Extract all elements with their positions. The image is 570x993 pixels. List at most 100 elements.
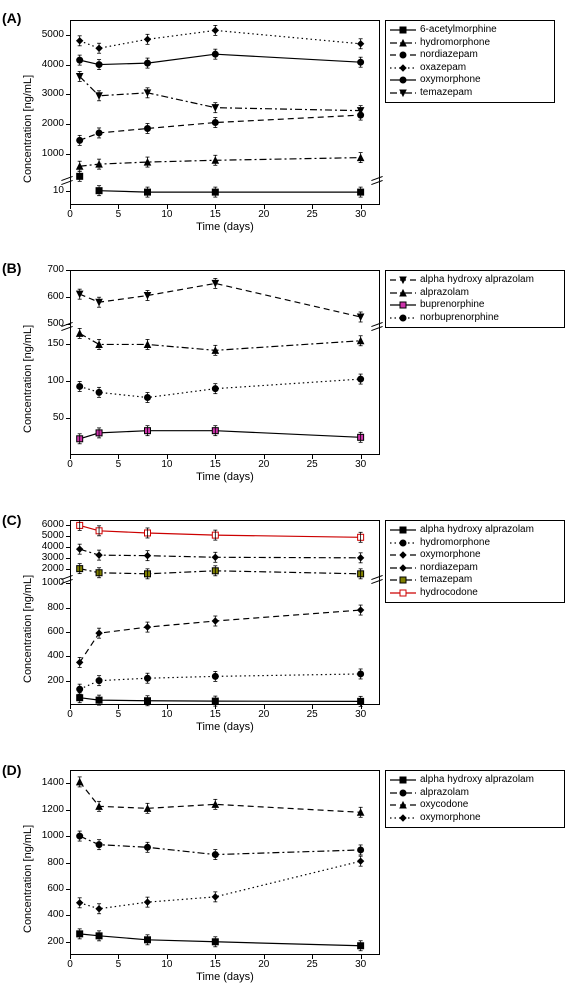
legend-label: oxymorphone — [420, 549, 481, 562]
data-point — [96, 60, 102, 70]
x-tick-label: 20 — [252, 459, 276, 470]
legend-swatch — [390, 800, 416, 810]
data-point — [145, 696, 151, 706]
data-point — [96, 186, 102, 196]
legend-swatch — [390, 275, 416, 285]
series-line — [80, 431, 361, 439]
data-point — [96, 526, 102, 536]
y-tick-label: 6000 — [26, 519, 64, 530]
x-tick-label: 30 — [349, 209, 373, 220]
plot-svg-A — [70, 20, 380, 205]
legend-A: 6-acetylmorphine hydromorphone nordiazep… — [385, 20, 555, 103]
legend-item: 6-acetylmorphine — [390, 24, 548, 37]
legend-item: temazepam — [390, 574, 558, 587]
data-point — [145, 569, 151, 579]
series-line — [80, 549, 361, 558]
legend-item: nordiazepam — [390, 562, 558, 575]
series-line — [80, 76, 361, 110]
legend-swatch — [390, 75, 416, 85]
data-point — [77, 544, 83, 554]
legend-item: alpha hydroxy alprazolam — [390, 774, 558, 787]
data-point — [96, 428, 102, 438]
legend-B: alpha hydroxy alprazolam alprazolam bupr… — [385, 270, 565, 328]
legend-label: 6-acetylmorphine — [420, 24, 497, 37]
data-point — [358, 941, 364, 951]
data-point — [77, 898, 83, 908]
data-point — [145, 842, 151, 852]
series-line — [80, 698, 361, 702]
y-tick-label: 700 — [26, 264, 64, 275]
data-point — [358, 336, 364, 346]
x-tick-label: 0 — [58, 209, 82, 220]
legend-swatch — [390, 538, 416, 548]
data-point — [96, 387, 102, 397]
y-axis-title-B: Concentration [ng/mL] — [22, 324, 34, 432]
legend-label: alpha hydroxy alprazolam — [420, 274, 534, 287]
legend-label: alprazolam — [420, 787, 469, 800]
data-point — [212, 426, 218, 436]
data-point — [77, 564, 83, 574]
data-point — [145, 897, 151, 907]
y-tick-label: 600 — [26, 291, 64, 302]
data-point — [212, 616, 218, 626]
legend-label: alprazolam — [420, 287, 469, 300]
plot-svg-B — [70, 270, 380, 455]
data-point — [77, 831, 83, 841]
y-tick-label: 1200 — [26, 804, 64, 815]
x-axis-title-B: Time (days) — [70, 471, 380, 483]
x-tick-label: 30 — [349, 459, 373, 470]
series-line — [80, 782, 361, 812]
series-line — [80, 379, 361, 397]
legend-swatch — [390, 775, 416, 785]
data-point — [77, 328, 83, 338]
y-tick-label: 4000 — [26, 59, 64, 70]
data-point — [358, 153, 364, 163]
legend-item: buprenorphine — [390, 299, 558, 312]
legend-swatch — [390, 813, 416, 823]
data-point — [77, 289, 83, 299]
legend-item: alpha hydroxy alprazolam — [390, 274, 558, 287]
legend-item: hydromorphone — [390, 537, 558, 550]
data-point — [77, 520, 83, 530]
x-tick-label: 30 — [349, 709, 373, 720]
x-tick-label: 5 — [106, 709, 130, 720]
legend-item: hydromorphone — [390, 37, 548, 50]
x-tick-label: 25 — [300, 959, 324, 970]
legend-label: buprenorphine — [420, 299, 485, 312]
legend-swatch — [390, 300, 416, 310]
legend-label: norbuprenorphine — [420, 312, 499, 325]
data-point — [212, 103, 218, 113]
data-point — [145, 426, 151, 436]
series-line — [80, 333, 361, 350]
data-point — [212, 552, 218, 562]
y-tick-label: 4000 — [26, 541, 64, 552]
legend-D: alpha hydroxy alprazolam alprazolam oxyc… — [385, 770, 565, 828]
data-point — [96, 128, 102, 138]
legend-item: alpha hydroxy alprazolam — [390, 524, 558, 537]
data-point — [212, 530, 218, 540]
x-tick-label: 20 — [252, 709, 276, 720]
y-axis-title-A: Concentration [ng/mL] — [22, 74, 34, 182]
legend-swatch — [390, 788, 416, 798]
x-tick-label: 20 — [252, 209, 276, 220]
series-line — [99, 191, 361, 192]
legend-label: temazepam — [420, 87, 472, 100]
legend-swatch — [390, 525, 416, 535]
data-point — [77, 55, 83, 65]
data-point — [77, 434, 83, 444]
data-point — [77, 71, 83, 81]
x-axis-title-D: Time (days) — [70, 971, 380, 983]
x-tick-label: 15 — [203, 209, 227, 220]
y-tick-label: 3000 — [26, 552, 64, 563]
data-point — [145, 123, 151, 133]
series-line — [80, 861, 361, 909]
panel-label-A: (A) — [2, 10, 21, 26]
legend-label: alpha hydroxy alprazolam — [420, 774, 534, 787]
data-point — [96, 695, 102, 705]
legend-swatch — [390, 550, 416, 560]
data-point — [358, 856, 364, 866]
x-tick-label: 0 — [58, 959, 82, 970]
y-axis-title-D: Concentration [ng/mL] — [22, 824, 34, 932]
legend-swatch — [390, 588, 416, 598]
x-tick-label: 25 — [300, 709, 324, 720]
